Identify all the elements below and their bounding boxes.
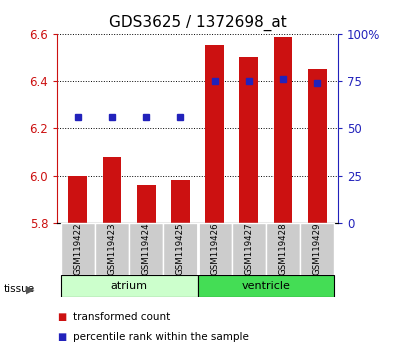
- Text: ■: ■: [57, 332, 66, 342]
- Text: ■: ■: [57, 312, 66, 322]
- Text: GSM119423: GSM119423: [107, 222, 117, 275]
- Text: GSM119429: GSM119429: [313, 222, 322, 275]
- FancyBboxPatch shape: [232, 223, 266, 276]
- Text: GSM119425: GSM119425: [176, 222, 185, 275]
- Bar: [308, 69, 327, 223]
- Bar: [239, 57, 258, 223]
- FancyBboxPatch shape: [163, 223, 198, 276]
- Text: ventricle: ventricle: [241, 281, 290, 291]
- Text: tissue: tissue: [4, 284, 35, 294]
- Text: GSM119422: GSM119422: [73, 222, 82, 275]
- Bar: [103, 157, 121, 223]
- Bar: [171, 181, 190, 223]
- FancyBboxPatch shape: [198, 223, 232, 276]
- Text: ▶: ▶: [26, 284, 34, 294]
- Text: GSM119424: GSM119424: [142, 222, 151, 275]
- FancyBboxPatch shape: [129, 223, 163, 276]
- Bar: [274, 37, 292, 223]
- Bar: [137, 185, 156, 223]
- FancyBboxPatch shape: [61, 223, 95, 276]
- Title: GDS3625 / 1372698_at: GDS3625 / 1372698_at: [109, 15, 286, 31]
- Bar: [68, 176, 87, 223]
- Bar: [205, 45, 224, 223]
- FancyBboxPatch shape: [61, 275, 198, 297]
- FancyBboxPatch shape: [95, 223, 129, 276]
- Text: GSM119427: GSM119427: [244, 222, 253, 275]
- Text: GSM119426: GSM119426: [210, 222, 219, 275]
- Text: atrium: atrium: [111, 281, 148, 291]
- FancyBboxPatch shape: [300, 223, 334, 276]
- Text: transformed count: transformed count: [73, 312, 170, 322]
- FancyBboxPatch shape: [266, 223, 300, 276]
- Text: GSM119428: GSM119428: [278, 222, 288, 275]
- FancyBboxPatch shape: [198, 275, 334, 297]
- Text: percentile rank within the sample: percentile rank within the sample: [73, 332, 249, 342]
